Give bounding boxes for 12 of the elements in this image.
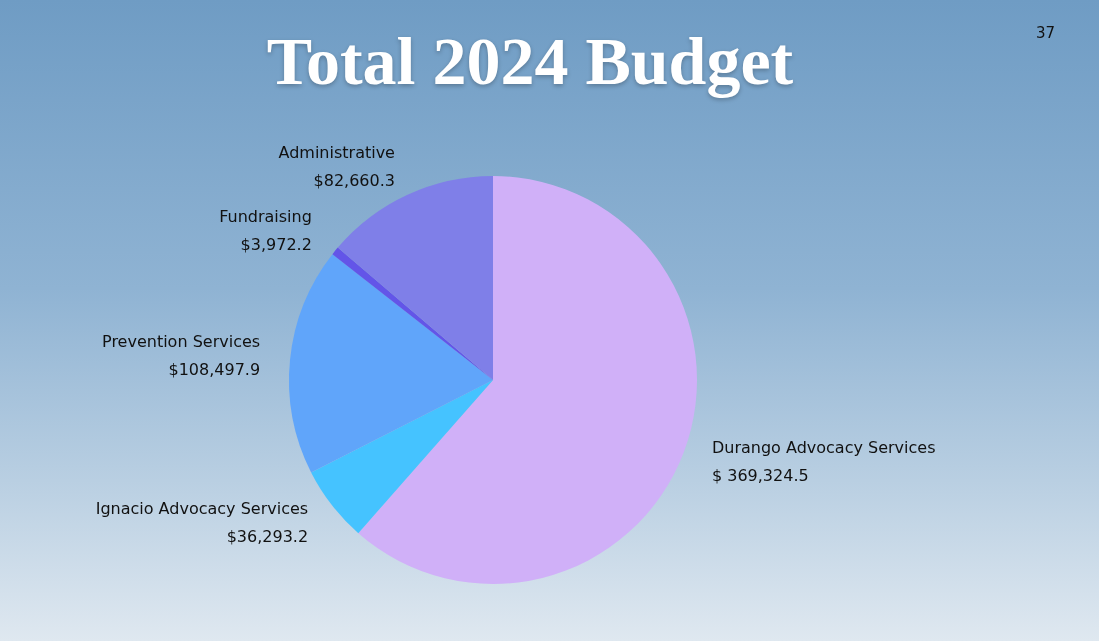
slice-label: Fundraising xyxy=(219,207,312,227)
data-label: $ 369,324.5 xyxy=(711,465,809,485)
slice-label: Ignacio Advocacy Services xyxy=(95,498,309,518)
slice-label: Prevention Services xyxy=(102,332,261,352)
chart-title: Total 2024 Budget xyxy=(266,23,794,99)
slice-label: Durango Advocacy Services xyxy=(711,437,936,457)
data-label: $82,660.3 xyxy=(313,170,395,190)
data-label: $108,497.9 xyxy=(168,360,261,380)
data-label: $3,972.2 xyxy=(240,235,312,255)
slice-label: Administrative xyxy=(278,142,395,162)
text: 37 xyxy=(1035,24,1055,42)
data-label: $36,293.2 xyxy=(226,526,309,546)
